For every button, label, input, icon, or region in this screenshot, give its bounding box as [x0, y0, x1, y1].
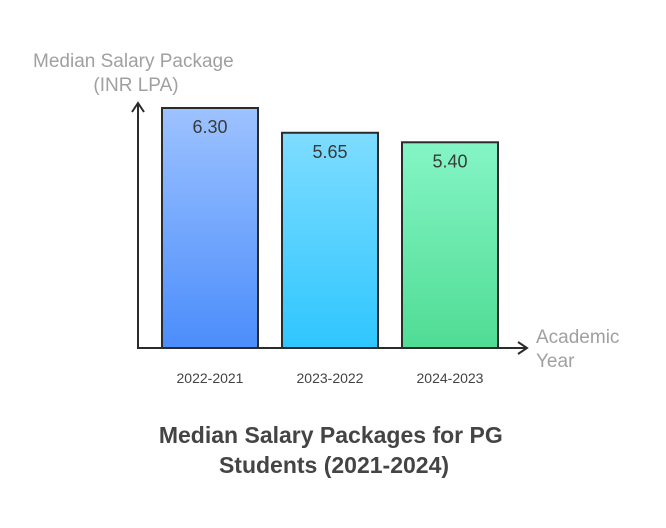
y-axis-title-line-1: Median Salary Package — [33, 51, 234, 72]
x-axis-title-line-1: Academic — [536, 327, 619, 348]
y-axis — [131, 101, 145, 349]
x-axis-arrow-icon — [517, 341, 529, 355]
value-label-2024-2023: 5.40 — [432, 151, 467, 171]
x-axis — [137, 341, 529, 355]
y-axis-title-line-2: (INR LPA) — [93, 75, 178, 96]
x-tick-label-2024-2023: 2024-2023 — [417, 370, 484, 386]
value-label-2022-2021: 6.30 — [192, 117, 227, 137]
bar-2024-2023 — [401, 141, 499, 349]
bars-layer: 6.30 5.65 5.40 — [161, 107, 499, 349]
x-tick-label-2022-2021: 2022-2021 — [177, 370, 244, 386]
value-label-2023-2022: 5.65 — [312, 142, 347, 162]
chart-title-line-1: Median Salary Packages for PG — [159, 422, 503, 448]
x-tick-label-2023-2022: 2023-2022 — [297, 370, 364, 386]
x-tick-labels: 2022-2021 2023-2022 2024-2023 — [177, 370, 484, 386]
y-axis-arrow-icon — [131, 101, 145, 113]
x-axis-title: Academic Year — [536, 327, 625, 372]
bar-2023-2022 — [281, 131, 379, 349]
x-axis-title-line-2: Year — [536, 351, 575, 372]
y-axis-title: Median Salary Package (INR LPA) — [33, 51, 239, 96]
chart-title-line-2: Students (2021-2024) — [219, 452, 449, 478]
chart-title: Median Salary Packages for PG Students (… — [159, 422, 509, 478]
bar-2022-2021 — [161, 107, 259, 349]
